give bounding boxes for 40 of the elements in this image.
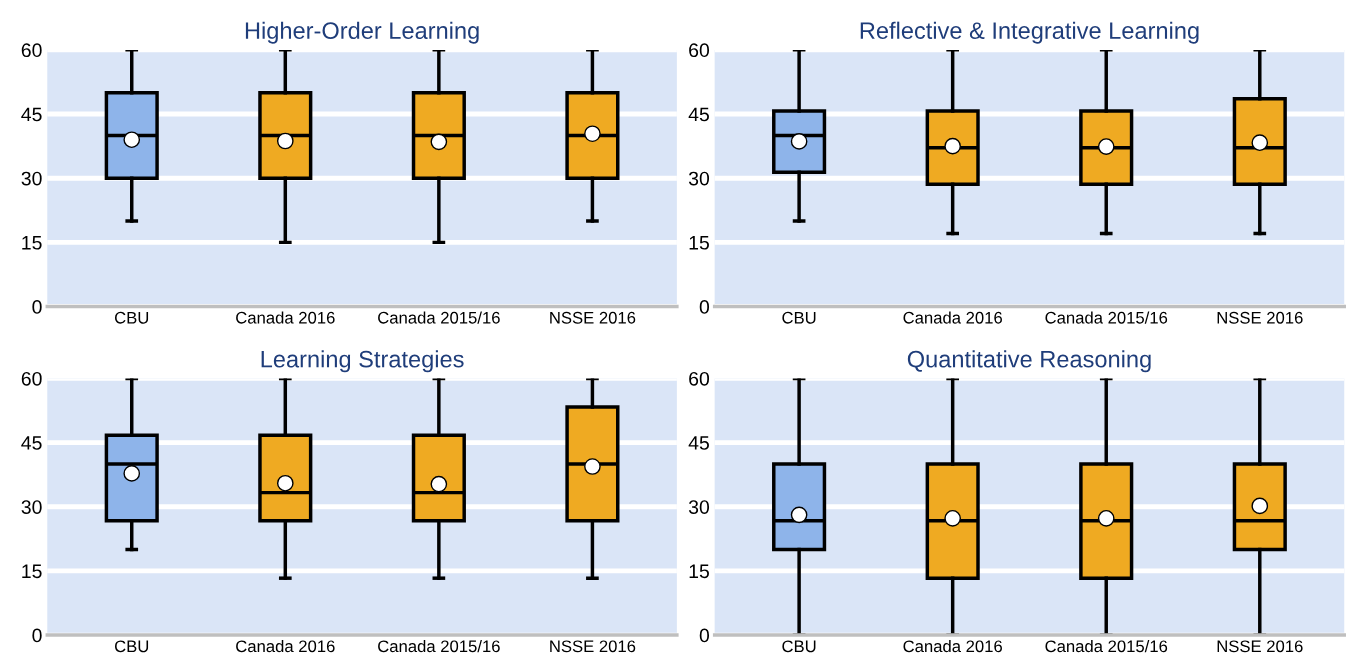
- y-tick-label: 30: [688, 171, 710, 186]
- y-tick-label: 15: [22, 236, 42, 250]
- y-tick-label: 60: [21, 43, 42, 58]
- y-tick-label: 30: [21, 171, 42, 186]
- y-tick-label: 30: [688, 500, 710, 514]
- x-tick-label: CBU: [782, 311, 816, 324]
- y-tick-label: 15: [22, 564, 42, 579]
- y-tick-label: 0: [699, 628, 710, 643]
- y-tick-label: 30: [21, 500, 42, 514]
- chart-title: Learning Strategies: [261, 350, 464, 373]
- x-tick-label: Canada 2016: [903, 311, 1002, 324]
- x-tick-label: Canada 2015/16: [378, 639, 500, 653]
- x-tick-label: Canada 2016: [236, 639, 335, 653]
- x-tick-label: NSSE 2016: [1217, 640, 1303, 653]
- chart-title: Higher-Order Learning: [245, 21, 479, 44]
- y-tick-label: 60: [21, 371, 42, 386]
- y-tick-label: 45: [21, 436, 42, 450]
- x-tick-label: NSSE 2016: [550, 311, 636, 324]
- x-tick-label: NSSE 2016: [1217, 311, 1303, 324]
- y-tick-label: 15: [689, 564, 709, 579]
- x-tick-label: CBU: [114, 311, 149, 324]
- x-tick-label: Canada 2015/16: [378, 311, 500, 324]
- y-tick-label: 0: [32, 300, 42, 314]
- y-tick-label: 45: [688, 107, 709, 122]
- y-tick-label: 60: [689, 43, 710, 58]
- y-tick-label: 0: [699, 300, 710, 314]
- chart-title: Reflective & Integrative Learning: [860, 21, 1199, 44]
- x-tick-label: CBU: [782, 640, 816, 653]
- y-tick-label: 15: [689, 236, 709, 250]
- x-tick-label: Canada 2015/16: [1045, 311, 1168, 324]
- chart-title: Quantitative Reasoning: [907, 350, 1151, 373]
- x-tick-label: CBU: [114, 640, 149, 653]
- y-tick-label: 60: [689, 371, 710, 386]
- x-tick-label: Canada 2016: [903, 639, 1002, 653]
- y-tick-label: 0: [32, 628, 42, 643]
- x-tick-label: Canada 2016: [236, 311, 335, 324]
- y-tick-label: 45: [21, 107, 42, 122]
- y-tick-label: 45: [688, 436, 709, 450]
- x-tick-label: NSSE 2016: [550, 640, 636, 653]
- x-tick-label: Canada 2015/16: [1045, 639, 1168, 653]
